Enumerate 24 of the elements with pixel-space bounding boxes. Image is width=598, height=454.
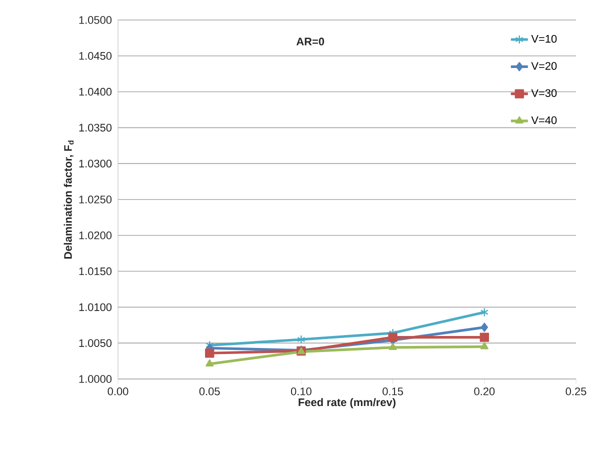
x-tick-label: 0.15: [382, 388, 403, 396]
y-tick-label: 1.0100: [79, 303, 112, 312]
legend-label: V=10: [531, 34, 557, 43]
y-tick-label: 1.0200: [79, 232, 112, 240]
x-tick-label: 0.00: [108, 388, 128, 396]
y-tick-label: 1.0150: [79, 267, 112, 276]
annotation: AR=0: [296, 38, 324, 46]
y-tick-label: 1.0450: [79, 52, 112, 60]
y-tick-label: 1.0350: [79, 124, 112, 132]
y-tick-label: 1.0300: [79, 160, 112, 168]
x-tick-label: 0.10: [290, 388, 312, 396]
y-tick-label: 1.0500: [79, 16, 112, 24]
x-axis-title: Feed rate (mm/rev): [298, 398, 396, 408]
x-tick-label: 0.05: [199, 388, 220, 396]
y-tick-label: 1.0400: [79, 88, 112, 96]
x-tick-label: 0.20: [474, 388, 495, 396]
x-tick-label: 0.25: [566, 388, 586, 396]
y-axis-title: Delamination factor, F$_{d}$: [64, 140, 74, 259]
y-tick-label: 1.0050: [79, 339, 112, 347]
y-tick-label: 1.0250: [79, 196, 112, 204]
legend-label: V=20: [531, 62, 557, 70]
legend-label: V=30: [531, 89, 557, 97]
legend-label: V=40: [531, 116, 557, 124]
y-tick-label: 1.0000: [79, 375, 112, 383]
